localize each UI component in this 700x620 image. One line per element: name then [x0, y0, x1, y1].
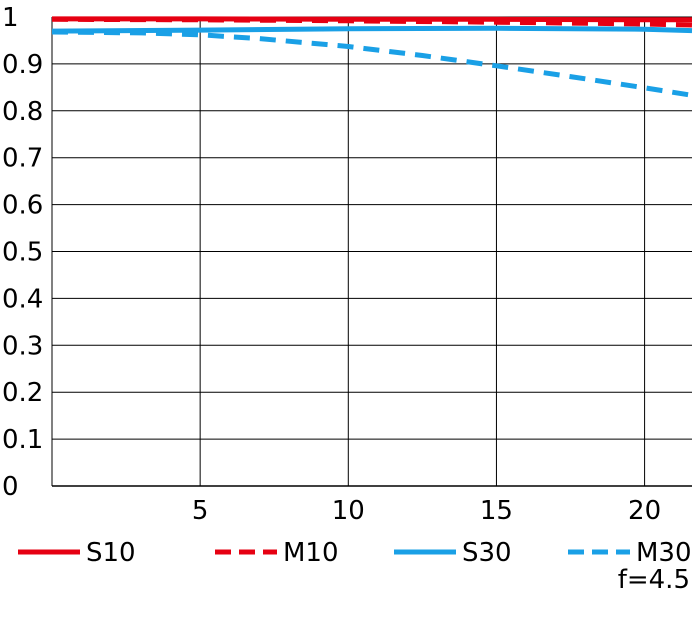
- series-line-m30: [51, 29, 693, 98]
- x-tick-labels: 5 10 15 20: [192, 496, 661, 526]
- series-lines: [51, 16, 693, 98]
- x-tick-label: 10: [332, 496, 365, 526]
- y-tick-label: 0.7: [2, 144, 43, 174]
- y-tick-label: 0.5: [2, 238, 43, 268]
- legend-label-s30: S30: [462, 538, 512, 568]
- y-tick-label: 1: [2, 3, 19, 33]
- grid-lines: [51, 16, 692, 487]
- y-tick-label: 0: [2, 472, 19, 502]
- legend: S10 M10 S30 M30: [18, 538, 692, 568]
- legend-label-s10: S10: [86, 538, 136, 568]
- y-tick-label: 0.4: [2, 284, 43, 314]
- legend-label-m30: M30: [636, 538, 692, 568]
- y-tick-label: 0.8: [2, 97, 43, 127]
- x-tick-label: 15: [480, 496, 513, 526]
- y-tick-labels: 0 0.1 0.2 0.3 0.4 0.5 0.6 0.7 0.8 0.9 1: [2, 3, 43, 502]
- y-tick-label: 0.9: [2, 50, 43, 80]
- series-line-s30: [51, 25, 693, 34]
- y-tick-label: 0.6: [2, 191, 43, 221]
- y-tick-label: 0.1: [2, 425, 43, 455]
- aperture-annotation: f=4.5: [618, 565, 690, 595]
- legend-label-m10: M10: [283, 538, 339, 568]
- series-line-m10: [51, 16, 693, 28]
- y-tick-label: 0.3: [2, 331, 43, 361]
- y-tick-label: 0.2: [2, 378, 43, 408]
- x-tick-label: 20: [628, 496, 661, 526]
- x-tick-label: 5: [192, 496, 209, 526]
